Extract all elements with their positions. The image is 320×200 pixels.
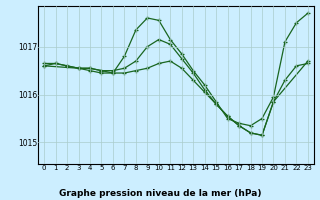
Text: Graphe pression niveau de la mer (hPa): Graphe pression niveau de la mer (hPa): [59, 189, 261, 198]
